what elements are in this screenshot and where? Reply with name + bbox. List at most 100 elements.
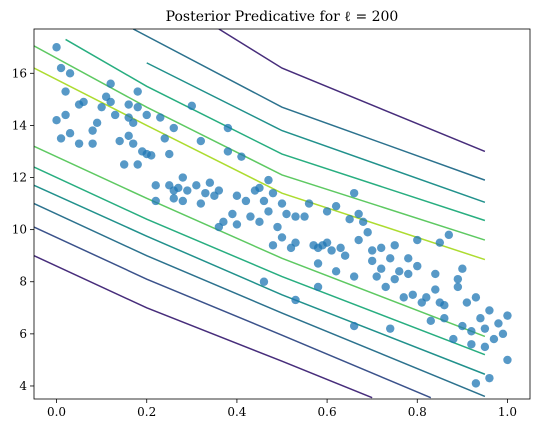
data-point bbox=[56, 63, 66, 73]
data-point bbox=[196, 199, 206, 208]
data-point bbox=[156, 113, 165, 122]
data-point bbox=[119, 160, 129, 169]
data-point bbox=[268, 241, 278, 250]
x-tick-label: 0.6 bbox=[318, 405, 337, 419]
data-point bbox=[232, 191, 242, 200]
data-point bbox=[223, 147, 233, 156]
contour-line bbox=[65, 38, 486, 222]
data-point bbox=[183, 186, 192, 195]
data-point bbox=[503, 355, 512, 365]
data-point bbox=[219, 217, 228, 227]
chart-title: Posterior Predicative for ℓ = 200 bbox=[166, 9, 399, 25]
data-point bbox=[259, 196, 269, 206]
data-point bbox=[322, 238, 332, 247]
data-point bbox=[264, 207, 273, 216]
data-point bbox=[322, 207, 332, 216]
data-point bbox=[255, 217, 264, 227]
data-point bbox=[435, 298, 445, 307]
data-point bbox=[282, 209, 291, 219]
data-point bbox=[408, 290, 417, 299]
data-point bbox=[74, 139, 84, 148]
data-point bbox=[327, 246, 336, 255]
data-point bbox=[480, 324, 490, 333]
data-point bbox=[56, 134, 66, 143]
data-point bbox=[422, 293, 431, 302]
data-point bbox=[133, 160, 142, 169]
data-point bbox=[133, 87, 142, 96]
data-point bbox=[232, 220, 242, 229]
data-point bbox=[413, 235, 422, 245]
data-point bbox=[142, 110, 151, 120]
x-tick-label: 0.8 bbox=[408, 405, 427, 419]
data-point bbox=[187, 101, 197, 111]
data-point bbox=[273, 222, 282, 232]
data-point bbox=[151, 196, 160, 206]
x-axis: 0.0 0.2 0.4 0.6 0.8 1.0 bbox=[47, 399, 517, 419]
data-point bbox=[277, 233, 287, 242]
contour-line bbox=[34, 202, 486, 398]
contour-line bbox=[132, 29, 486, 181]
data-point bbox=[268, 188, 278, 198]
data-point bbox=[395, 267, 404, 276]
data-point bbox=[426, 316, 435, 326]
data-point bbox=[178, 196, 187, 206]
data-point bbox=[453, 282, 463, 292]
data-point bbox=[458, 264, 467, 273]
data-point bbox=[97, 102, 106, 112]
data-point bbox=[52, 43, 61, 52]
data-point bbox=[467, 340, 476, 349]
x-tick-label: 0.4 bbox=[227, 405, 246, 419]
contour-lines bbox=[34, 29, 486, 399]
data-point bbox=[354, 235, 363, 245]
data-point bbox=[106, 79, 115, 88]
data-point bbox=[169, 123, 178, 133]
data-point bbox=[390, 241, 399, 250]
data-point bbox=[92, 118, 102, 128]
x-tick-label: 1.0 bbox=[498, 405, 517, 419]
data-point bbox=[440, 314, 449, 323]
y-tick-label: 6 bbox=[19, 327, 27, 341]
data-point bbox=[349, 272, 359, 281]
data-point bbox=[349, 321, 359, 331]
x-tick-label: 0.0 bbox=[47, 405, 66, 419]
data-point bbox=[480, 342, 490, 352]
data-point bbox=[237, 152, 246, 161]
data-point bbox=[61, 87, 70, 96]
data-point bbox=[115, 136, 124, 146]
data-point bbox=[129, 118, 138, 128]
data-point bbox=[255, 183, 264, 193]
data-point bbox=[291, 212, 300, 221]
y-tick-label: 14 bbox=[12, 118, 28, 132]
data-point bbox=[178, 173, 187, 182]
data-point bbox=[485, 306, 494, 315]
data-point bbox=[331, 201, 341, 211]
contour-line bbox=[34, 145, 486, 338]
data-point bbox=[404, 254, 413, 263]
data-point bbox=[467, 327, 476, 336]
data-point bbox=[65, 129, 75, 138]
data-point bbox=[431, 285, 440, 294]
data-point bbox=[431, 269, 440, 279]
scatter-points bbox=[52, 43, 512, 388]
data-point bbox=[345, 215, 354, 224]
data-point bbox=[494, 319, 503, 328]
data-point bbox=[201, 188, 210, 198]
data-point bbox=[471, 293, 481, 302]
data-point bbox=[503, 311, 512, 320]
data-point bbox=[453, 274, 463, 284]
data-point bbox=[413, 261, 422, 271]
data-point bbox=[331, 267, 341, 276]
data-point bbox=[223, 123, 233, 133]
data-point bbox=[340, 251, 350, 260]
y-tick-label: 10 bbox=[12, 223, 27, 237]
contour-line bbox=[34, 67, 486, 261]
data-point bbox=[435, 238, 445, 247]
contour-line bbox=[34, 226, 432, 399]
data-point bbox=[65, 69, 75, 78]
data-point bbox=[485, 373, 494, 383]
data-point bbox=[372, 272, 381, 281]
data-point bbox=[449, 334, 458, 344]
data-point bbox=[79, 97, 88, 107]
y-axis: 4 6 8 10 12 14 16 bbox=[12, 66, 34, 393]
data-point bbox=[336, 243, 345, 253]
